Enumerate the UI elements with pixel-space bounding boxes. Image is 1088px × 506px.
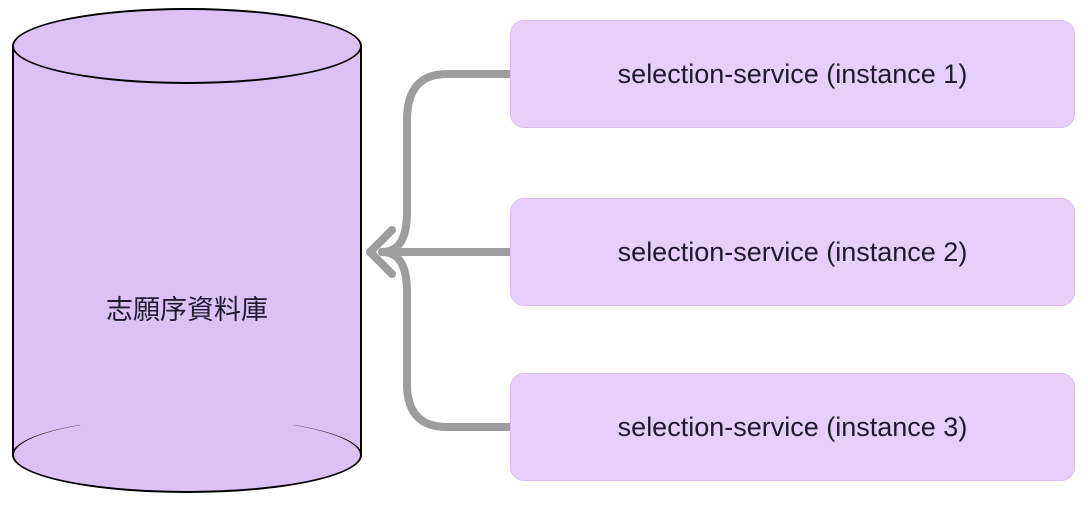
cylinder-top <box>12 8 362 84</box>
cylinder-body <box>12 46 362 455</box>
service-label: selection-service (instance 1) <box>618 59 968 90</box>
service-label: selection-service (instance 2) <box>618 237 968 268</box>
service-box-2: selection-service (instance 2) <box>510 198 1075 306</box>
service-box-1: selection-service (instance 1) <box>510 20 1075 128</box>
service-box-3: selection-service (instance 3) <box>510 373 1075 481</box>
service-label: selection-service (instance 3) <box>618 412 968 443</box>
arrow-path-1 <box>382 74 510 252</box>
diagram-stage: 志願序資料庫 selection-service (instance 1) sel… <box>0 0 1088 506</box>
cylinder-bottom <box>12 417 362 493</box>
database-label: 志願序資料庫 <box>12 288 362 327</box>
arrow-path-3 <box>382 252 510 427</box>
database-cylinder: 志願序資料庫 <box>12 8 362 493</box>
arrows <box>362 0 522 506</box>
